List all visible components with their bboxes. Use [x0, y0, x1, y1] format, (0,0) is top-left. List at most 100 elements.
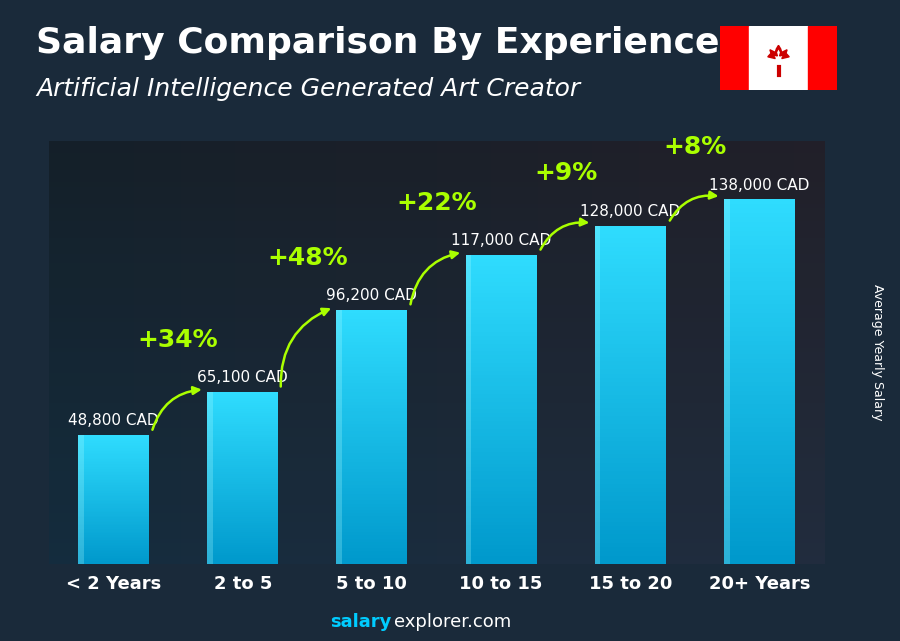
- Bar: [337, 358, 408, 361]
- Bar: [595, 429, 666, 433]
- Bar: [337, 342, 408, 345]
- Text: 117,000 CAD: 117,000 CAD: [451, 233, 551, 248]
- Bar: [337, 456, 408, 459]
- Bar: [337, 481, 408, 485]
- Bar: [595, 526, 666, 530]
- Bar: [465, 522, 536, 526]
- Bar: [465, 413, 536, 417]
- Bar: [207, 426, 278, 429]
- Bar: [78, 442, 149, 443]
- Bar: [724, 340, 795, 345]
- Bar: [465, 421, 536, 425]
- Bar: [337, 517, 408, 520]
- Bar: [207, 437, 278, 439]
- Bar: [465, 545, 536, 549]
- Bar: [207, 450, 278, 452]
- Bar: [595, 522, 666, 526]
- Bar: [465, 359, 536, 363]
- Bar: [78, 453, 149, 454]
- Bar: [465, 537, 536, 541]
- Bar: [465, 475, 536, 479]
- Bar: [337, 507, 408, 510]
- Bar: [724, 267, 795, 272]
- Bar: [465, 440, 536, 444]
- Bar: [465, 487, 536, 490]
- Bar: [207, 478, 278, 480]
- Bar: [207, 461, 278, 463]
- Bar: [78, 483, 149, 485]
- Bar: [595, 395, 666, 399]
- Bar: [78, 514, 149, 516]
- Bar: [465, 363, 536, 367]
- Bar: [337, 345, 408, 348]
- Bar: [465, 382, 536, 386]
- Bar: [595, 251, 666, 255]
- Bar: [465, 294, 536, 297]
- Text: Artificial Intelligence Generated Art Creator: Artificial Intelligence Generated Art Cr…: [36, 77, 580, 101]
- Bar: [78, 458, 149, 459]
- Bar: [207, 491, 278, 493]
- Bar: [724, 199, 795, 204]
- Bar: [724, 245, 795, 249]
- Bar: [595, 365, 666, 369]
- Bar: [337, 545, 408, 548]
- Bar: [724, 272, 795, 277]
- Bar: [465, 541, 536, 545]
- Bar: [595, 547, 666, 551]
- Bar: [337, 561, 408, 564]
- Bar: [595, 336, 666, 340]
- Bar: [724, 313, 795, 318]
- Bar: [207, 403, 278, 405]
- Bar: [465, 305, 536, 309]
- Bar: [465, 425, 536, 429]
- Bar: [724, 473, 795, 478]
- Bar: [720, 26, 749, 90]
- Bar: [724, 400, 795, 404]
- Bar: [465, 556, 536, 560]
- Bar: [337, 348, 408, 351]
- Bar: [465, 490, 536, 494]
- Bar: [595, 445, 666, 450]
- Bar: [337, 310, 342, 564]
- Bar: [465, 324, 536, 328]
- Bar: [78, 470, 149, 472]
- Bar: [465, 444, 536, 448]
- Bar: [207, 476, 278, 478]
- Bar: [337, 523, 408, 526]
- Bar: [724, 428, 795, 432]
- Bar: [207, 412, 278, 413]
- Bar: [465, 560, 536, 564]
- Bar: [595, 260, 666, 263]
- Bar: [465, 313, 536, 317]
- Bar: [207, 497, 278, 499]
- Bar: [207, 512, 278, 515]
- Bar: [465, 533, 536, 537]
- Bar: [465, 479, 536, 483]
- Bar: [78, 499, 149, 501]
- Bar: [207, 519, 278, 521]
- Bar: [724, 290, 795, 295]
- Bar: [337, 475, 408, 478]
- Bar: [724, 478, 795, 482]
- Bar: [724, 236, 795, 240]
- Bar: [337, 322, 408, 326]
- Bar: [207, 429, 278, 431]
- Bar: [595, 361, 666, 365]
- Bar: [595, 442, 666, 445]
- Bar: [465, 336, 536, 340]
- Bar: [78, 519, 149, 520]
- Bar: [465, 262, 536, 266]
- Bar: [207, 469, 278, 472]
- Bar: [78, 506, 149, 508]
- Bar: [724, 528, 795, 532]
- Bar: [595, 463, 666, 467]
- Bar: [207, 396, 278, 399]
- Bar: [465, 266, 536, 271]
- Bar: [78, 482, 149, 483]
- Bar: [207, 431, 278, 433]
- Bar: [337, 370, 408, 373]
- Bar: [595, 327, 666, 331]
- Bar: [207, 405, 278, 407]
- Bar: [724, 213, 795, 217]
- Bar: [595, 302, 666, 306]
